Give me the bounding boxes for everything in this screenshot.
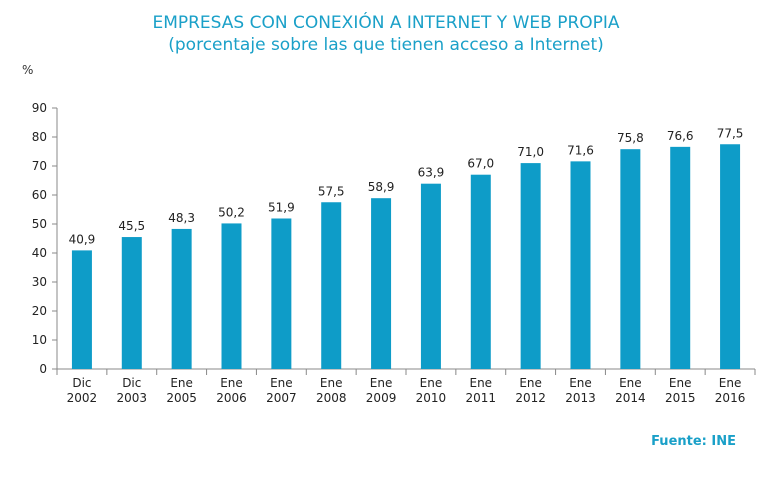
bar: [420, 183, 441, 369]
bar: [121, 237, 142, 369]
bar: [570, 161, 591, 369]
x-tick-label: Ene: [270, 376, 293, 390]
x-tick-label: 2005: [166, 391, 197, 405]
bar: [71, 250, 92, 369]
x-tick-label: Ene: [170, 376, 193, 390]
y-tick-label: 10: [32, 333, 47, 347]
x-tick-label: 2009: [366, 391, 397, 405]
bar: [321, 202, 342, 369]
source-note: Fuente: INE: [651, 434, 736, 449]
data-label: 75,8: [617, 131, 644, 145]
data-label: 45,5: [118, 219, 145, 233]
bar: [720, 144, 741, 369]
bar: [520, 163, 541, 369]
x-tick-label: Ene: [669, 376, 692, 390]
y-tick-label: 40: [32, 246, 47, 260]
chart-title-block: EMPRESAS CON CONEXIÓN A INTERNET Y WEB P…: [0, 12, 772, 56]
bar: [171, 228, 192, 369]
y-tick-label: 50: [32, 217, 47, 231]
bar: [670, 146, 691, 369]
x-tick-label: 2014: [615, 391, 646, 405]
y-axis-unit: %: [22, 63, 34, 77]
data-label: 71,0: [517, 145, 544, 159]
y-tick-label: 60: [32, 188, 47, 202]
x-tick-label: 2010: [416, 391, 447, 405]
bar: [221, 223, 242, 369]
bar: [371, 198, 392, 369]
chart-subtitle: (porcentaje sobre las que tienen acceso …: [168, 35, 604, 55]
data-label: 48,3: [168, 211, 195, 225]
x-tick-label: Dic: [72, 376, 91, 390]
x-tick-label: Dic: [122, 376, 141, 390]
x-tick-label: Ene: [619, 376, 642, 390]
y-tick-label: 80: [32, 130, 47, 144]
data-label: 77,5: [717, 126, 744, 140]
x-tick-label: 2015: [665, 391, 696, 405]
bar: [271, 218, 292, 369]
y-tick-label: 30: [32, 275, 47, 289]
x-tick-label: 2008: [316, 391, 347, 405]
x-tick-label: 2012: [515, 391, 546, 405]
x-tick-label: 2003: [117, 391, 148, 405]
data-label: 40,9: [69, 232, 96, 246]
data-label: 67,0: [467, 157, 494, 171]
bar: [470, 174, 491, 369]
x-tick-label: 2011: [466, 391, 497, 405]
bar: [620, 149, 641, 369]
data-label: 63,9: [418, 166, 445, 180]
x-tick-label: 2013: [565, 391, 596, 405]
data-label: 58,9: [368, 180, 395, 194]
x-tick-label: 2007: [266, 391, 297, 405]
y-tick-label: 90: [32, 101, 47, 115]
x-tick-label: Ene: [569, 376, 592, 390]
x-tick-label: Ene: [370, 376, 393, 390]
x-tick-label: Ene: [420, 376, 443, 390]
data-label: 57,5: [318, 184, 345, 198]
y-tick-label: 0: [39, 362, 47, 376]
x-tick-label: 2002: [67, 391, 98, 405]
data-label: 71,6: [567, 143, 594, 157]
x-tick-label: Ene: [220, 376, 243, 390]
x-tick-label: Ene: [519, 376, 542, 390]
x-tick-label: 2006: [216, 391, 247, 405]
x-tick-label: Ene: [469, 376, 492, 390]
x-tick-label: Ene: [320, 376, 343, 390]
x-tick-label: Ene: [719, 376, 742, 390]
data-label: 51,9: [268, 200, 295, 214]
y-tick-label: 70: [32, 159, 47, 173]
x-tick-label: 2016: [715, 391, 746, 405]
chart-title: EMPRESAS CON CONEXIÓN A INTERNET Y WEB P…: [152, 13, 620, 33]
y-tick-label: 20: [32, 304, 47, 318]
data-label: 50,2: [218, 205, 245, 219]
data-label: 76,6: [667, 129, 694, 143]
